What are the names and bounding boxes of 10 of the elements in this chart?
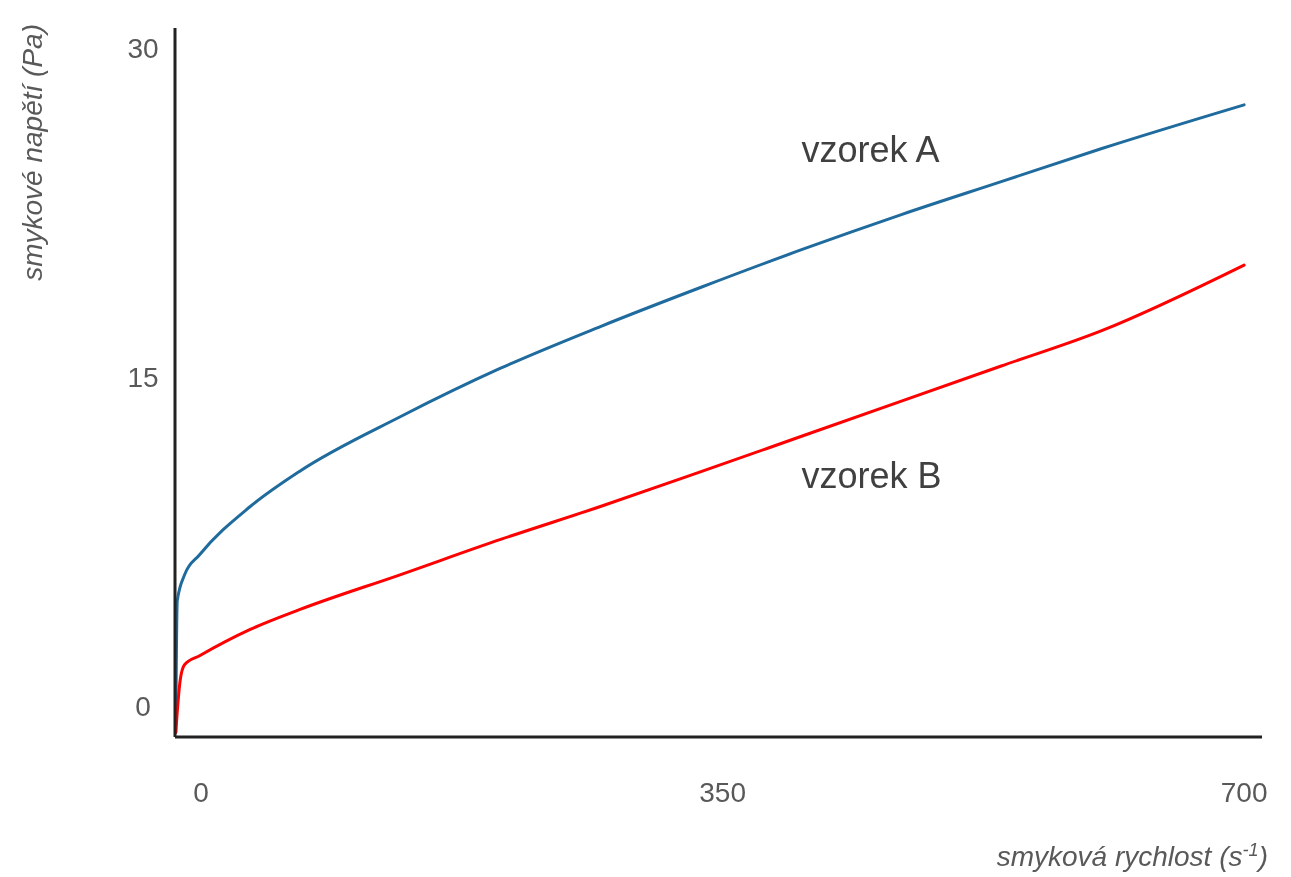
y-tick-label: 30 bbox=[127, 32, 159, 64]
x-tick-label: 700 bbox=[1220, 777, 1268, 808]
y-tick-label: 15 bbox=[127, 362, 159, 394]
y-axis-title: smykové napětí (Pa) bbox=[17, 24, 48, 281]
x-tick-label: 350 bbox=[699, 777, 746, 808]
x-tick-label: 0 bbox=[193, 777, 209, 808]
series-label: vzorek B bbox=[801, 455, 942, 497]
x-axis-title: smyková rychlost (s$^{-1}$) bbox=[996, 840, 1268, 872]
y-tick-label: 0 bbox=[135, 691, 151, 723]
series-label: vzorek A bbox=[801, 128, 940, 170]
